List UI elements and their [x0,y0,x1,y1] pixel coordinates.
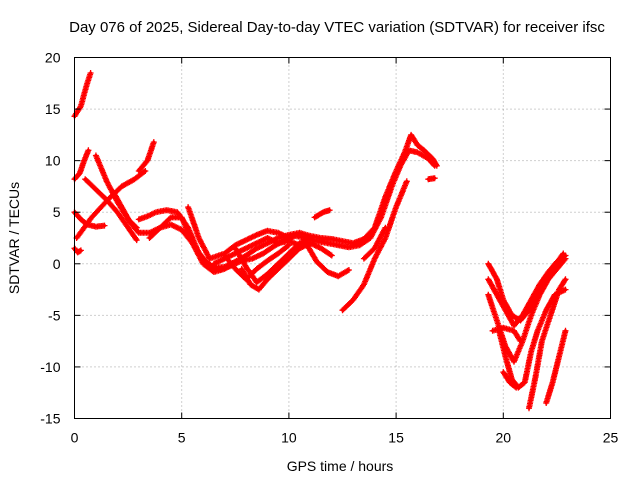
data-point [252,232,259,239]
data-point [382,224,389,231]
data-point [253,253,260,260]
data-point [562,255,569,262]
data-series [543,327,569,406]
data-series [71,245,84,256]
data-point [174,224,181,231]
data-point [241,246,248,252]
x-tick-label: 15 [388,430,404,446]
data-series [71,147,92,183]
data-point [328,252,335,259]
data-series [232,235,314,286]
data-point [327,251,334,258]
y-tick-label: 15 [45,101,61,117]
data-point [275,229,282,236]
data-point [214,258,221,265]
data-point [344,267,351,274]
data-series [311,207,333,221]
data-point [261,236,268,243]
data-point [77,247,84,254]
y-tick-label: 10 [45,153,61,169]
data-point [257,251,264,258]
data-series [425,175,438,183]
y-tick-label: -15 [40,411,60,427]
series-track [137,148,437,272]
data-point [433,161,440,168]
data-point [250,255,257,261]
data-series [360,224,389,262]
y-tick-labels: -15 -10 -5 0 5 10 15 20 [40,50,60,427]
data-point [87,70,94,76]
data-series [339,178,410,314]
x-tick-label: 5 [178,430,186,446]
data-point [433,162,440,169]
data-point [101,222,108,229]
data-series [82,176,140,244]
data-point [265,235,272,242]
data-point [307,235,314,241]
data-point [255,244,262,251]
data-series [485,255,569,365]
data-point [512,383,519,390]
data-series [71,209,108,230]
data-point [562,286,569,293]
data-series [135,139,157,174]
x-tick-label: 0 [71,430,79,446]
grid [74,57,611,419]
y-tick-label: 5 [53,204,61,220]
data-series [496,286,569,391]
data-point [517,338,524,345]
data-point [513,384,520,391]
x-axis-label: GPS time / hours [287,458,394,474]
data-series [526,276,569,412]
x-tick-label: 20 [496,430,512,446]
data-point [245,235,252,242]
y-tick-label: -5 [48,307,61,323]
data-point [142,168,149,174]
data-series [485,252,569,329]
data-series [500,369,520,391]
y-axis-label: SDTVAR / TECUs [6,182,22,294]
data-point [562,327,569,334]
data-point [172,223,178,230]
data-series [489,324,524,345]
data-series [303,240,352,280]
x-tick-labels: 0 5 10 15 20 25 [71,430,619,446]
data-point [315,244,322,250]
plot-frame [74,57,611,419]
data-point [259,237,266,244]
data-point [431,175,438,182]
data-point [133,237,140,244]
data-point [516,336,523,343]
data-point [85,147,92,154]
data-point [561,256,568,263]
data-point [76,248,83,255]
data-layer [71,70,569,412]
ticks [74,57,611,419]
y-tick-label: -10 [40,359,60,375]
x-tick-label: 10 [281,430,297,446]
data-point [268,236,275,243]
data-point [312,242,319,249]
data-point [345,267,352,273]
data-point [248,234,255,241]
x-tick-label: 25 [603,430,619,446]
y-tick-label: 0 [53,256,61,272]
data-point [326,207,333,214]
data-point [284,243,291,250]
data-point [132,235,139,242]
chart-title: Day 076 of 2025, Sidereal Day-to-day VTE… [69,19,605,36]
data-point [562,276,569,283]
data-point [141,168,148,175]
data-point [285,242,292,249]
data-point [561,277,568,284]
data-point [150,139,157,146]
data-point [493,275,500,281]
data-point [299,238,306,245]
y-tick-label: 20 [45,50,61,66]
data-series [221,242,292,283]
data-point [403,178,410,185]
